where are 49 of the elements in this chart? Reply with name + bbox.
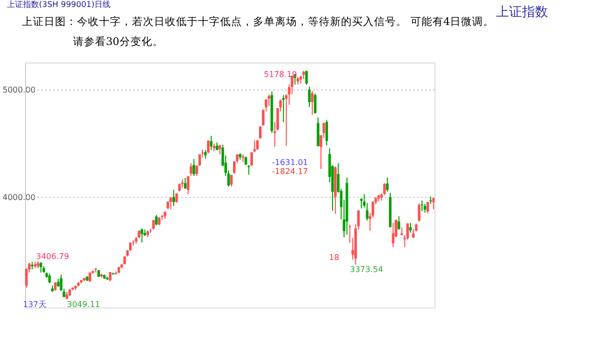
text: 请参看30分变化。 [73, 36, 164, 48]
candlestick [418, 202, 420, 222]
candlestick [48, 273, 51, 284]
candlestick [282, 94, 285, 123]
annotation: -1824.17 [272, 167, 308, 176]
text: 上证日图：今收十字，若次日收低于十字低点，多单离场，等待新的买入信号。 可能有4日微调。 [22, 16, 494, 28]
candlestick [311, 90, 314, 116]
candlestick [250, 152, 253, 167]
candlestick [218, 144, 222, 155]
candlestick [192, 158, 196, 176]
candlestick [256, 140, 259, 151]
candlestick [253, 140, 256, 153]
candlestick [186, 176, 190, 195]
candlestick [155, 214, 158, 226]
candlestick [420, 200, 424, 212]
annotation: 3373.54 [350, 265, 384, 274]
annotation: 3406.79 [36, 252, 70, 261]
candlestick [140, 228, 144, 243]
candlestick [207, 140, 210, 154]
candlestick [316, 116, 320, 147]
candlestick [210, 135, 213, 151]
candlestick [392, 222, 394, 248]
y-tick-label: 4000.00 [2, 192, 36, 202]
candlestick [409, 222, 412, 234]
candlestick [172, 189, 175, 206]
candlestick [320, 134, 322, 170]
candlestick [432, 197, 435, 210]
candlestick [108, 272, 112, 282]
candlestick [190, 162, 192, 176]
candlestick [360, 198, 363, 209]
candlestick [262, 109, 264, 126]
candlestick [386, 177, 389, 192]
chart-title: 上证指数(3SH 999001)日线 [7, 0, 111, 9]
candlestick [305, 70, 308, 86]
annotation: 18 [329, 253, 340, 262]
annotation: 3049.11 [67, 300, 100, 309]
text: 上证指数 [496, 5, 548, 20]
candlestick [196, 165, 198, 176]
annotation: 5178.19 [264, 70, 297, 79]
candlestick [314, 93, 316, 114]
annotation: -1631.01 [272, 158, 308, 167]
y-tick-label: 5000.00 [2, 85, 36, 94]
candlestick [233, 160, 236, 174]
candlestick [398, 216, 400, 230]
candlestick [308, 86, 311, 108]
candlestick [268, 94, 270, 106]
annotation: 137天 [23, 300, 46, 309]
candlestick [175, 193, 178, 204]
candlestick [325, 119, 328, 146]
